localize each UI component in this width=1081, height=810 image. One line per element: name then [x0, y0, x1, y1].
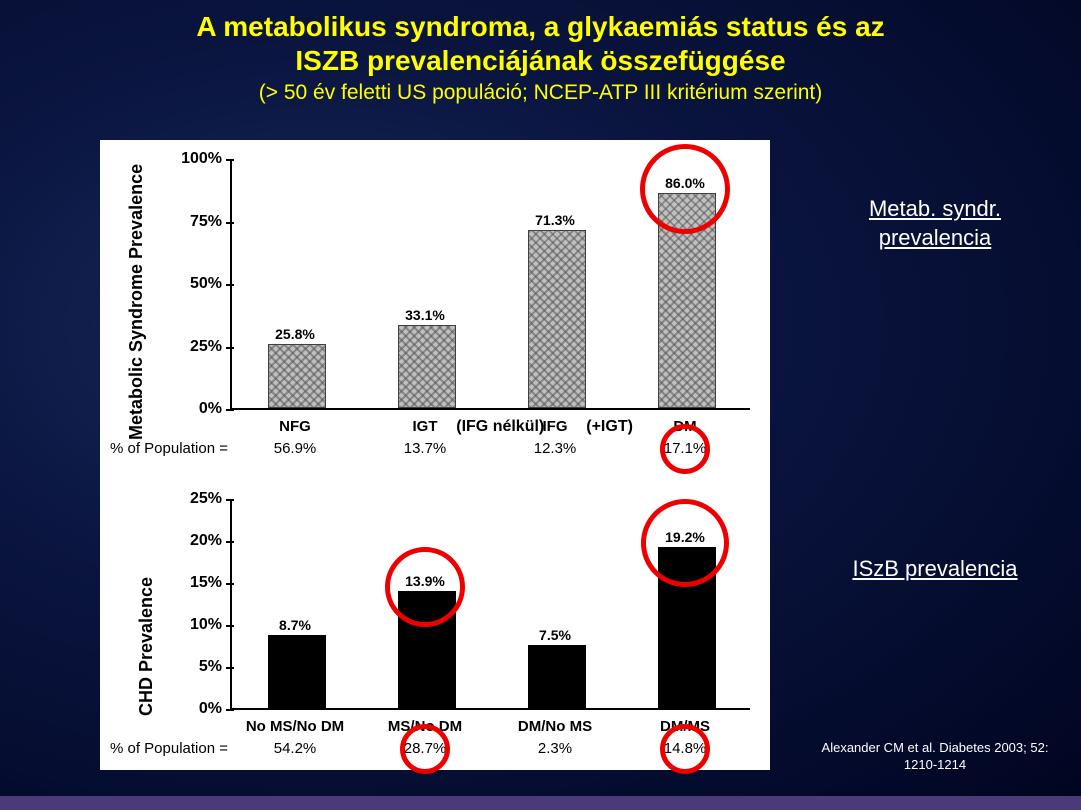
population-value: 13.7% — [404, 440, 447, 457]
ytick: 75% — [172, 213, 222, 231]
category-label: NFG — [279, 418, 311, 435]
plot-area-top — [230, 160, 750, 410]
bar — [398, 325, 457, 408]
ytick: 5% — [172, 658, 222, 676]
bar-value-label: 8.7% — [279, 617, 311, 633]
bar — [658, 547, 717, 708]
bar — [268, 635, 327, 708]
title-subtitle: (> 50 év feletti US populáció; NCEP-ATP … — [0, 81, 1081, 105]
citation: Alexander CM et al. Diabetes 2003; 52: 1… — [810, 740, 1060, 774]
bar — [658, 193, 717, 408]
category-label: IGT — [413, 418, 438, 435]
population-value: 12.3% — [534, 440, 577, 457]
bar-value-label: 25.8% — [275, 326, 315, 342]
category-label: No MS/No DM — [246, 718, 344, 735]
category-label: DM/No MS — [518, 718, 592, 735]
population-value: 56.9% — [274, 440, 317, 457]
overlay-annotation: (IFG nélkül) — [456, 418, 544, 436]
footer-bar — [0, 796, 1081, 810]
population-value: 54.2% — [274, 740, 317, 757]
population-value: 14.8% — [664, 740, 707, 757]
overlay-annotation: (+IGT) — [586, 418, 633, 436]
category-label: MS/No DM — [388, 718, 462, 735]
category-label: IFG — [543, 418, 568, 435]
ytick: 25% — [172, 338, 222, 356]
population-value: 17.1% — [664, 440, 707, 457]
ylabel-bottom: CHD Prevalence — [136, 577, 157, 716]
bar — [398, 591, 457, 708]
ytick: 50% — [172, 275, 222, 293]
bar-value-label: 33.1% — [405, 307, 445, 323]
side-label-bottom: ISzB prevalencia — [820, 555, 1050, 584]
title-line2: ISZB prevalenciájának összefüggése — [0, 44, 1081, 78]
bar-value-label: 13.9% — [405, 573, 445, 589]
bar-value-label: 86.0% — [665, 175, 705, 191]
ytick: 0% — [172, 700, 222, 718]
category-label: DM — [673, 418, 696, 435]
chart-panel: Metabolic Syndrome Prevalence 0% 25% 50% 75… — [100, 140, 770, 770]
bar — [268, 344, 327, 409]
ytick: 25% — [172, 490, 222, 508]
ytick: 20% — [172, 532, 222, 550]
bar — [528, 645, 587, 708]
chart-top: Metabolic Syndrome Prevalence 0% 25% 50% 75… — [100, 140, 770, 480]
title-block: A metabolikus syndroma, a glykaemiás sta… — [0, 0, 1081, 105]
side-label-top: Metab. syndr. prevalencia — [820, 195, 1050, 252]
bar-value-label: 71.3% — [535, 212, 575, 228]
bar-value-label: 19.2% — [665, 529, 705, 545]
population-row-label: % of Population = — [110, 440, 228, 457]
population-value: 28.7% — [404, 740, 447, 757]
population-row-label: % of Population = — [110, 740, 228, 757]
chart-bottom: CHD Prevalence 0% 5% 10% 15% 20% 25% 8.7% No MS… — [100, 490, 770, 770]
bar-value-label: 7.5% — [539, 627, 571, 643]
ytick: 100% — [172, 150, 222, 168]
bar — [528, 230, 587, 408]
ytick: 0% — [172, 400, 222, 418]
category-label: DM/MS — [660, 718, 710, 735]
ytick: 10% — [172, 616, 222, 634]
population-value: 2.3% — [538, 740, 572, 757]
ytick: 15% — [172, 574, 222, 592]
title-line1: A metabolikus syndroma, a glykaemiás sta… — [0, 10, 1081, 44]
ylabel-top: Metabolic Syndrome Prevalence — [126, 164, 147, 440]
